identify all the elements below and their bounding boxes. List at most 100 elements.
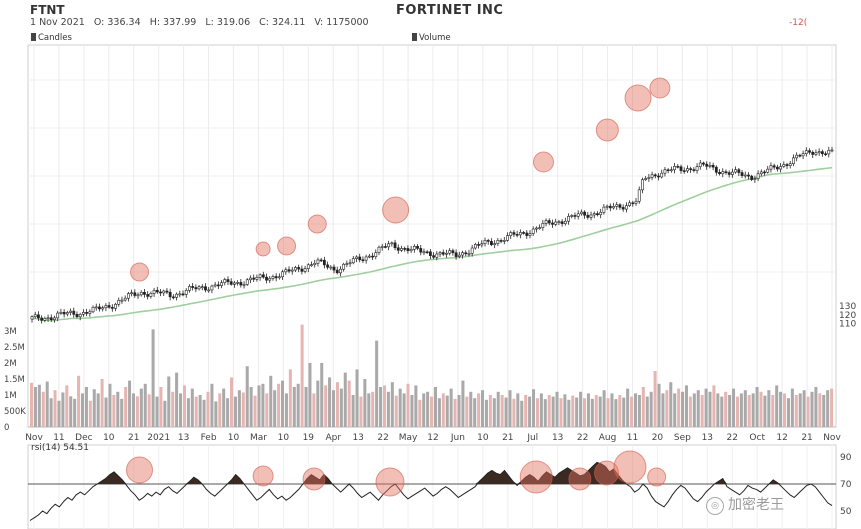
moving-average-line xyxy=(31,166,833,322)
volume-bar xyxy=(618,395,622,427)
volume-bar xyxy=(433,387,437,427)
volume-bar xyxy=(69,396,73,427)
highlight-circles xyxy=(126,77,671,497)
candle-body xyxy=(72,310,76,315)
volume-bar xyxy=(147,394,151,427)
volume-bar xyxy=(331,390,336,427)
x-tick-label: 22 xyxy=(577,433,588,443)
candle-body xyxy=(120,299,124,302)
candle-body xyxy=(178,293,182,296)
candle-body xyxy=(367,255,371,258)
candle-body xyxy=(628,202,631,206)
rsi-highlight-circle xyxy=(252,465,274,487)
candle-body xyxy=(775,166,779,170)
volume-bar xyxy=(167,376,171,427)
volume-bar xyxy=(755,387,759,427)
candle-body xyxy=(364,256,368,261)
candle-body xyxy=(374,252,378,257)
candle-body xyxy=(782,164,786,167)
x-tick-label: Aug xyxy=(599,433,617,443)
volume-bar xyxy=(473,398,477,427)
volume-bar xyxy=(406,383,410,427)
candle-body xyxy=(75,314,79,318)
candle-body xyxy=(342,263,346,270)
candle-body xyxy=(82,312,85,315)
candle-body xyxy=(538,227,542,229)
x-tick-label: 21 xyxy=(128,433,139,443)
volume-bar xyxy=(116,391,120,427)
volume-bar xyxy=(320,363,324,427)
candle-body xyxy=(747,174,750,177)
volume-bar xyxy=(382,385,386,427)
candle-body xyxy=(165,290,169,293)
candle-body xyxy=(808,150,811,153)
candle-body xyxy=(724,171,728,173)
volume-bar xyxy=(222,388,226,427)
volume-bar xyxy=(590,398,594,427)
candle-body xyxy=(663,169,667,174)
candle-body xyxy=(618,204,622,208)
volume-bar xyxy=(163,400,167,427)
candle-body xyxy=(589,214,593,218)
candle-body xyxy=(258,274,262,278)
volume-bar xyxy=(512,398,516,427)
candle-body xyxy=(326,264,329,268)
candle-body xyxy=(98,306,101,310)
volume-bar xyxy=(92,389,96,427)
price-highlight-circle xyxy=(307,214,327,234)
legend-candles-label: Candles xyxy=(38,33,72,43)
volume-bar xyxy=(783,393,787,427)
candle-body xyxy=(371,255,374,258)
x-tick-label: 10 xyxy=(103,433,115,443)
volume-bar xyxy=(347,380,351,427)
volume-bar xyxy=(277,383,281,427)
candle-body xyxy=(56,312,60,319)
volume-bar xyxy=(532,389,536,427)
volume-bar xyxy=(508,390,512,427)
volume-bar xyxy=(386,391,390,427)
candle-body xyxy=(644,178,648,180)
volume-bar xyxy=(575,397,579,427)
volume-bar xyxy=(339,388,343,427)
volume-bar xyxy=(602,390,606,427)
candle-body xyxy=(155,290,159,293)
volume-bar xyxy=(767,390,771,427)
volume-bar xyxy=(716,393,720,427)
rsi-highlight-circle xyxy=(647,467,667,487)
candle-body xyxy=(191,286,195,288)
watermark-text: 加密老王 xyxy=(728,497,784,513)
volume-bar xyxy=(794,395,798,427)
candle-body xyxy=(136,294,140,297)
chart-gridlines xyxy=(27,44,837,529)
volume-bar xyxy=(100,379,104,427)
candle-body xyxy=(220,282,223,286)
volume-bar xyxy=(410,395,414,427)
candle-body xyxy=(708,165,712,167)
x-tick-label: 13 xyxy=(702,433,713,443)
volume-bar xyxy=(465,396,469,427)
candle-body xyxy=(284,269,288,273)
candle-body xyxy=(641,179,644,191)
candle-body xyxy=(785,164,789,166)
candle-body xyxy=(425,251,429,254)
volume-bar xyxy=(555,391,559,427)
candle-body xyxy=(544,220,548,224)
candle-body xyxy=(801,153,805,157)
candle-body xyxy=(647,177,651,179)
volume-bar xyxy=(398,388,402,427)
candle-body xyxy=(779,166,782,170)
volume-bar xyxy=(281,380,285,427)
volume-bar xyxy=(135,396,139,427)
candle-body xyxy=(682,170,686,172)
volume-bar xyxy=(210,383,214,427)
volume-bar xyxy=(551,396,555,427)
volume-bar xyxy=(179,393,183,427)
volume-bar xyxy=(484,399,488,427)
candle-body xyxy=(788,163,792,166)
axis-labels: Nov 11 Dec 10 21 2021 13 Feb 10 Mar 10 19 Apr 13 22 May… xyxy=(4,302,856,517)
candle-body xyxy=(454,252,458,257)
candle-body xyxy=(673,166,676,171)
volume-bar xyxy=(524,395,528,427)
rsi-highlight-circle xyxy=(126,456,154,484)
